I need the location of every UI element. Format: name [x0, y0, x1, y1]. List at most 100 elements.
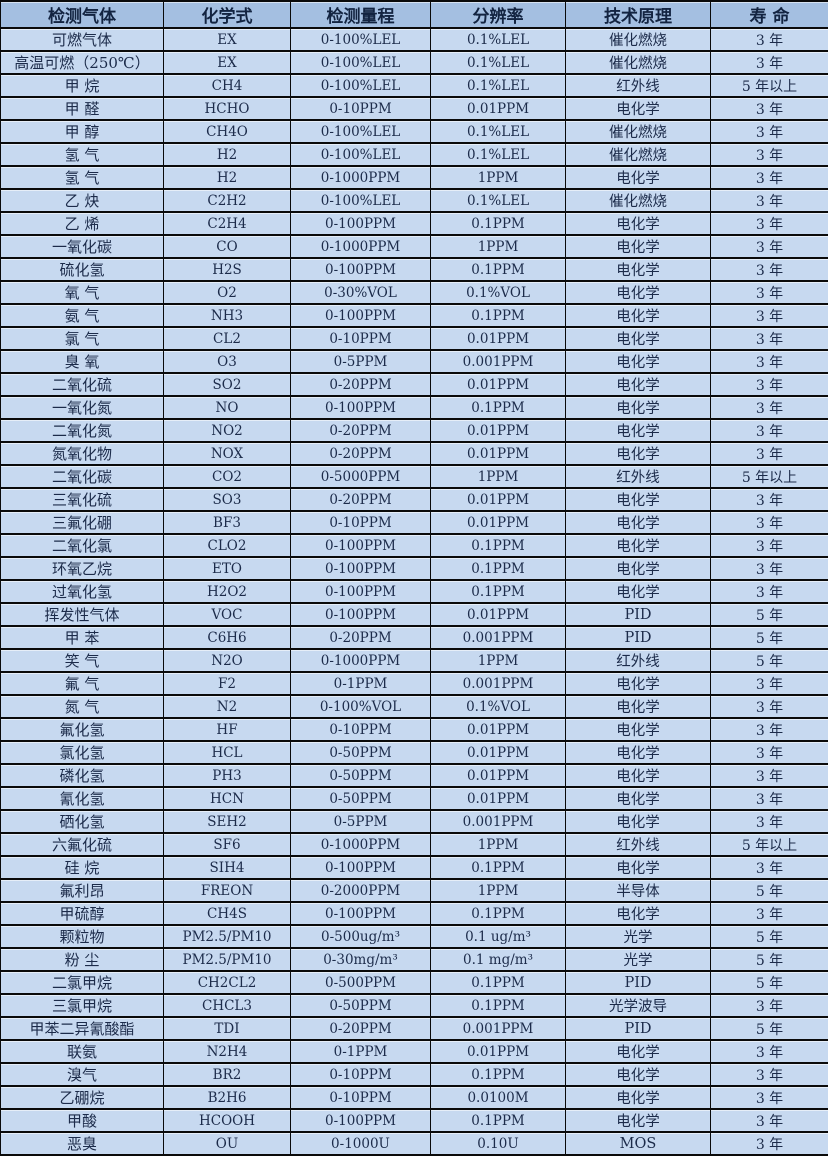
cell-resolution: 0.1%LEL [431, 51, 566, 74]
cell-range: 0-1000PPM [291, 235, 431, 258]
cell-lifespan: 3 年 [711, 97, 828, 120]
cell-resolution: 0.01PPM [431, 1040, 566, 1063]
column-header: 检测气体 [1, 1, 164, 28]
cell-lifespan: 3 年 [711, 120, 828, 143]
cell-resolution: 0.001PPM [431, 350, 566, 373]
cell-principle: 电化学 [566, 672, 711, 695]
cell-resolution: 0.1PPM [431, 902, 566, 925]
cell-principle: 电化学 [566, 327, 711, 350]
cell-formula: SIH4 [164, 856, 291, 879]
cell-principle: 电化学 [566, 97, 711, 120]
cell-resolution: 0.1%LEL [431, 28, 566, 51]
cell-resolution: 0.1PPM [431, 580, 566, 603]
cell-resolution: 1PPM [431, 649, 566, 672]
cell-gas-name: 六氟化硫 [1, 833, 164, 856]
cell-formula: NH3 [164, 304, 291, 327]
cell-gas-name: 笑 气 [1, 649, 164, 672]
cell-resolution: 0.01PPM [431, 741, 566, 764]
cell-formula: C2H4 [164, 212, 291, 235]
cell-range: 0-100PPM [291, 856, 431, 879]
cell-gas-name: 二氧化硫 [1, 373, 164, 396]
cell-range: 0-30%VOL [291, 281, 431, 304]
cell-formula: EX [164, 51, 291, 74]
cell-principle: 电化学 [566, 304, 711, 327]
cell-range: 0-5PPM [291, 350, 431, 373]
cell-gas-name: 甲硫醇 [1, 902, 164, 925]
cell-principle: 电化学 [566, 511, 711, 534]
cell-gas-name: 乙 烯 [1, 212, 164, 235]
cell-gas-name: 一氧化碳 [1, 235, 164, 258]
cell-gas-name: 三氟化硼 [1, 511, 164, 534]
cell-formula: H2O2 [164, 580, 291, 603]
cell-lifespan: 3 年 [711, 718, 828, 741]
cell-range: 0-100%LEL [291, 74, 431, 97]
column-header: 分辨率 [431, 1, 566, 28]
cell-gas-name: 恶臭 [1, 1132, 164, 1155]
cell-principle: 催化燃烧 [566, 143, 711, 166]
cell-lifespan: 3 年 [711, 511, 828, 534]
cell-formula: HCL [164, 741, 291, 764]
cell-gas-name: 乙硼烷 [1, 1086, 164, 1109]
cell-lifespan: 3 年 [711, 304, 828, 327]
cell-principle: 红外线 [566, 649, 711, 672]
cell-range: 0-20PPM [291, 488, 431, 511]
cell-formula: CLO2 [164, 534, 291, 557]
cell-formula: CO2 [164, 465, 291, 488]
cell-resolution: 0.01PPM [431, 787, 566, 810]
cell-formula: SO2 [164, 373, 291, 396]
cell-range: 0-1000U [291, 1132, 431, 1155]
cell-gas-name: 硫化氢 [1, 258, 164, 281]
cell-resolution: 0.001PPM [431, 626, 566, 649]
cell-formula: C2H2 [164, 189, 291, 212]
cell-lifespan: 5 年 [711, 925, 828, 948]
cell-formula: FREON [164, 879, 291, 902]
cell-principle: 电化学 [566, 442, 711, 465]
cell-range: 0-500ug/m³ [291, 925, 431, 948]
cell-gas-name: 一氧化氮 [1, 396, 164, 419]
cell-gas-name: 联氨 [1, 1040, 164, 1063]
cell-range: 0-100%VOL [291, 695, 431, 718]
cell-formula: NO2 [164, 419, 291, 442]
cell-formula: C6H6 [164, 626, 291, 649]
cell-gas-name: 三氯甲烷 [1, 994, 164, 1017]
cell-principle: 电化学 [566, 1040, 711, 1063]
cell-lifespan: 3 年 [711, 28, 828, 51]
cell-lifespan: 3 年 [711, 1086, 828, 1109]
cell-lifespan: 3 年 [711, 166, 828, 189]
cell-formula: EX [164, 28, 291, 51]
cell-resolution: 1PPM [431, 833, 566, 856]
cell-principle: 电化学 [566, 1086, 711, 1109]
cell-resolution: 0.01PPM [431, 327, 566, 350]
cell-formula: SO3 [164, 488, 291, 511]
cell-principle: 电化学 [566, 902, 711, 925]
cell-resolution: 0.1PPM [431, 396, 566, 419]
cell-formula: CL2 [164, 327, 291, 350]
cell-gas-name: 高温可燃（250℃） [1, 51, 164, 74]
cell-lifespan: 5 年 [711, 626, 828, 649]
cell-resolution: 0.01PPM [431, 97, 566, 120]
cell-range: 0-100%LEL [291, 143, 431, 166]
cell-lifespan: 3 年 [711, 488, 828, 511]
cell-principle: 电化学 [566, 419, 711, 442]
cell-resolution: 0.01PPM [431, 488, 566, 511]
cell-resolution: 0.1PPM [431, 856, 566, 879]
cell-range: 0-10PPM [291, 97, 431, 120]
cell-gas-name: 氯化氢 [1, 741, 164, 764]
cell-gas-name: 甲 苯 [1, 626, 164, 649]
cell-formula: N2 [164, 695, 291, 718]
cell-range: 0-100PPM [291, 1109, 431, 1132]
